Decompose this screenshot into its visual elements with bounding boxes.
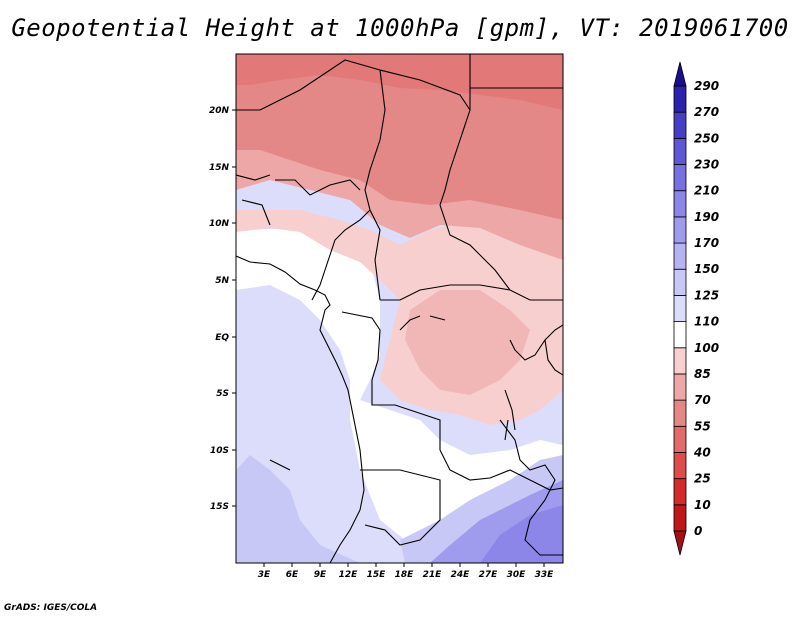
shade-85-100-central [405, 290, 530, 395]
colorbar-segment [673, 425, 687, 453]
lat-tick-label: 5N [215, 276, 229, 286]
colorbar-segment [673, 452, 687, 480]
lon-tick-label: 15E [367, 570, 387, 580]
lon-tick-label: 30E [507, 570, 527, 580]
axis-ticks [232, 109, 545, 567]
colorbar-segment [673, 504, 687, 532]
colorbar-label: 55 [694, 419, 711, 433]
shaded-field [236, 54, 563, 563]
colorbar-segment [673, 399, 687, 427]
shade-55-70 [236, 54, 563, 110]
colorbar-label: 40 [693, 445, 711, 459]
lat-tick-label: 15N [209, 163, 230, 173]
lat-tick-label: 15S [210, 502, 229, 512]
lon-tick-labels: 3E 6E 9E 12E 15E 18E 21E 24E 27E 30E 33E [258, 570, 554, 580]
lon-tick-label: 33E [535, 570, 555, 580]
colorbar-segment [673, 295, 687, 322]
colorbar-label: 25 [694, 472, 711, 486]
colorbar-segment [673, 347, 687, 375]
lon-tick-label: 12E [339, 570, 359, 580]
colorbar-label: 170 [694, 236, 719, 250]
colorbar-label: 0 [694, 524, 702, 538]
colorbar-segment [673, 190, 687, 218]
colorbar-label: 290 [694, 79, 719, 93]
colorbar-segment [673, 111, 687, 139]
lon-tick-label: 9E [314, 570, 327, 580]
colorbar-label: 270 [694, 105, 719, 119]
colorbar-label: 250 [694, 131, 719, 145]
shade-150-170-se [400, 455, 563, 563]
colorbar-label: 10 [694, 498, 711, 512]
lat-tick-label: 10S [210, 446, 229, 456]
colorbar-label: 190 [694, 210, 719, 224]
colorbar-segment [673, 137, 687, 165]
colorbar-segment [673, 373, 687, 401]
lon-tick-label: 18E [395, 570, 415, 580]
plot-frame [235, 53, 564, 564]
shade-70-85 [236, 54, 563, 220]
lon-tick-label: 27E [479, 570, 499, 580]
colorbar-segment [673, 478, 687, 506]
colorbar-segment [673, 216, 687, 244]
colorbar-segment [673, 164, 687, 192]
grads-credit: GrADS: IGES/COLA [4, 603, 98, 613]
colorbar-label: 70 [694, 393, 711, 407]
colorbar-segment [673, 85, 687, 113]
map-title: Geopotential Height at 1000hPa [gpm], VT… [11, 14, 789, 42]
colorbar-label: 85 [694, 367, 711, 381]
lat-tick-label: EQ [215, 333, 229, 343]
lat-tick-label: 10N [209, 219, 230, 229]
colorbar-segment [673, 530, 687, 556]
colorbar-segment [673, 242, 687, 270]
lon-tick-label: 24E [451, 570, 471, 580]
lat-tick-label: 5S [216, 389, 229, 399]
colorbar-segment [673, 268, 687, 296]
lon-tick-label: 3E [258, 570, 271, 580]
colorbar-label: 230 [694, 158, 719, 172]
lon-tick-label: 6E [286, 570, 299, 580]
colorbar-label: 110 [694, 315, 719, 329]
shade-210-230 [480, 505, 563, 563]
shade-125-150-w [236, 280, 300, 330]
colorbar-segment [673, 321, 687, 349]
country-borders [236, 54, 563, 563]
colorbar-label: 125 [694, 288, 719, 302]
shade-150-170-sw [236, 455, 360, 563]
lat-tick-labels: 20N 15N 10N 5N EQ 5S 10S 15S [209, 106, 230, 512]
colorbar-segment [673, 61, 687, 87]
lon-tick-label: 21E [423, 570, 443, 580]
lat-tick-label: 20N [209, 106, 230, 116]
colorbar-label: 150 [694, 262, 719, 276]
colorbar-label: 210 [694, 184, 719, 198]
colorbar: 0 10 25 40 55 70 85 100 110 125 150 170 190 210 230 250… [673, 61, 719, 556]
colorbar-label: 100 [694, 341, 719, 355]
